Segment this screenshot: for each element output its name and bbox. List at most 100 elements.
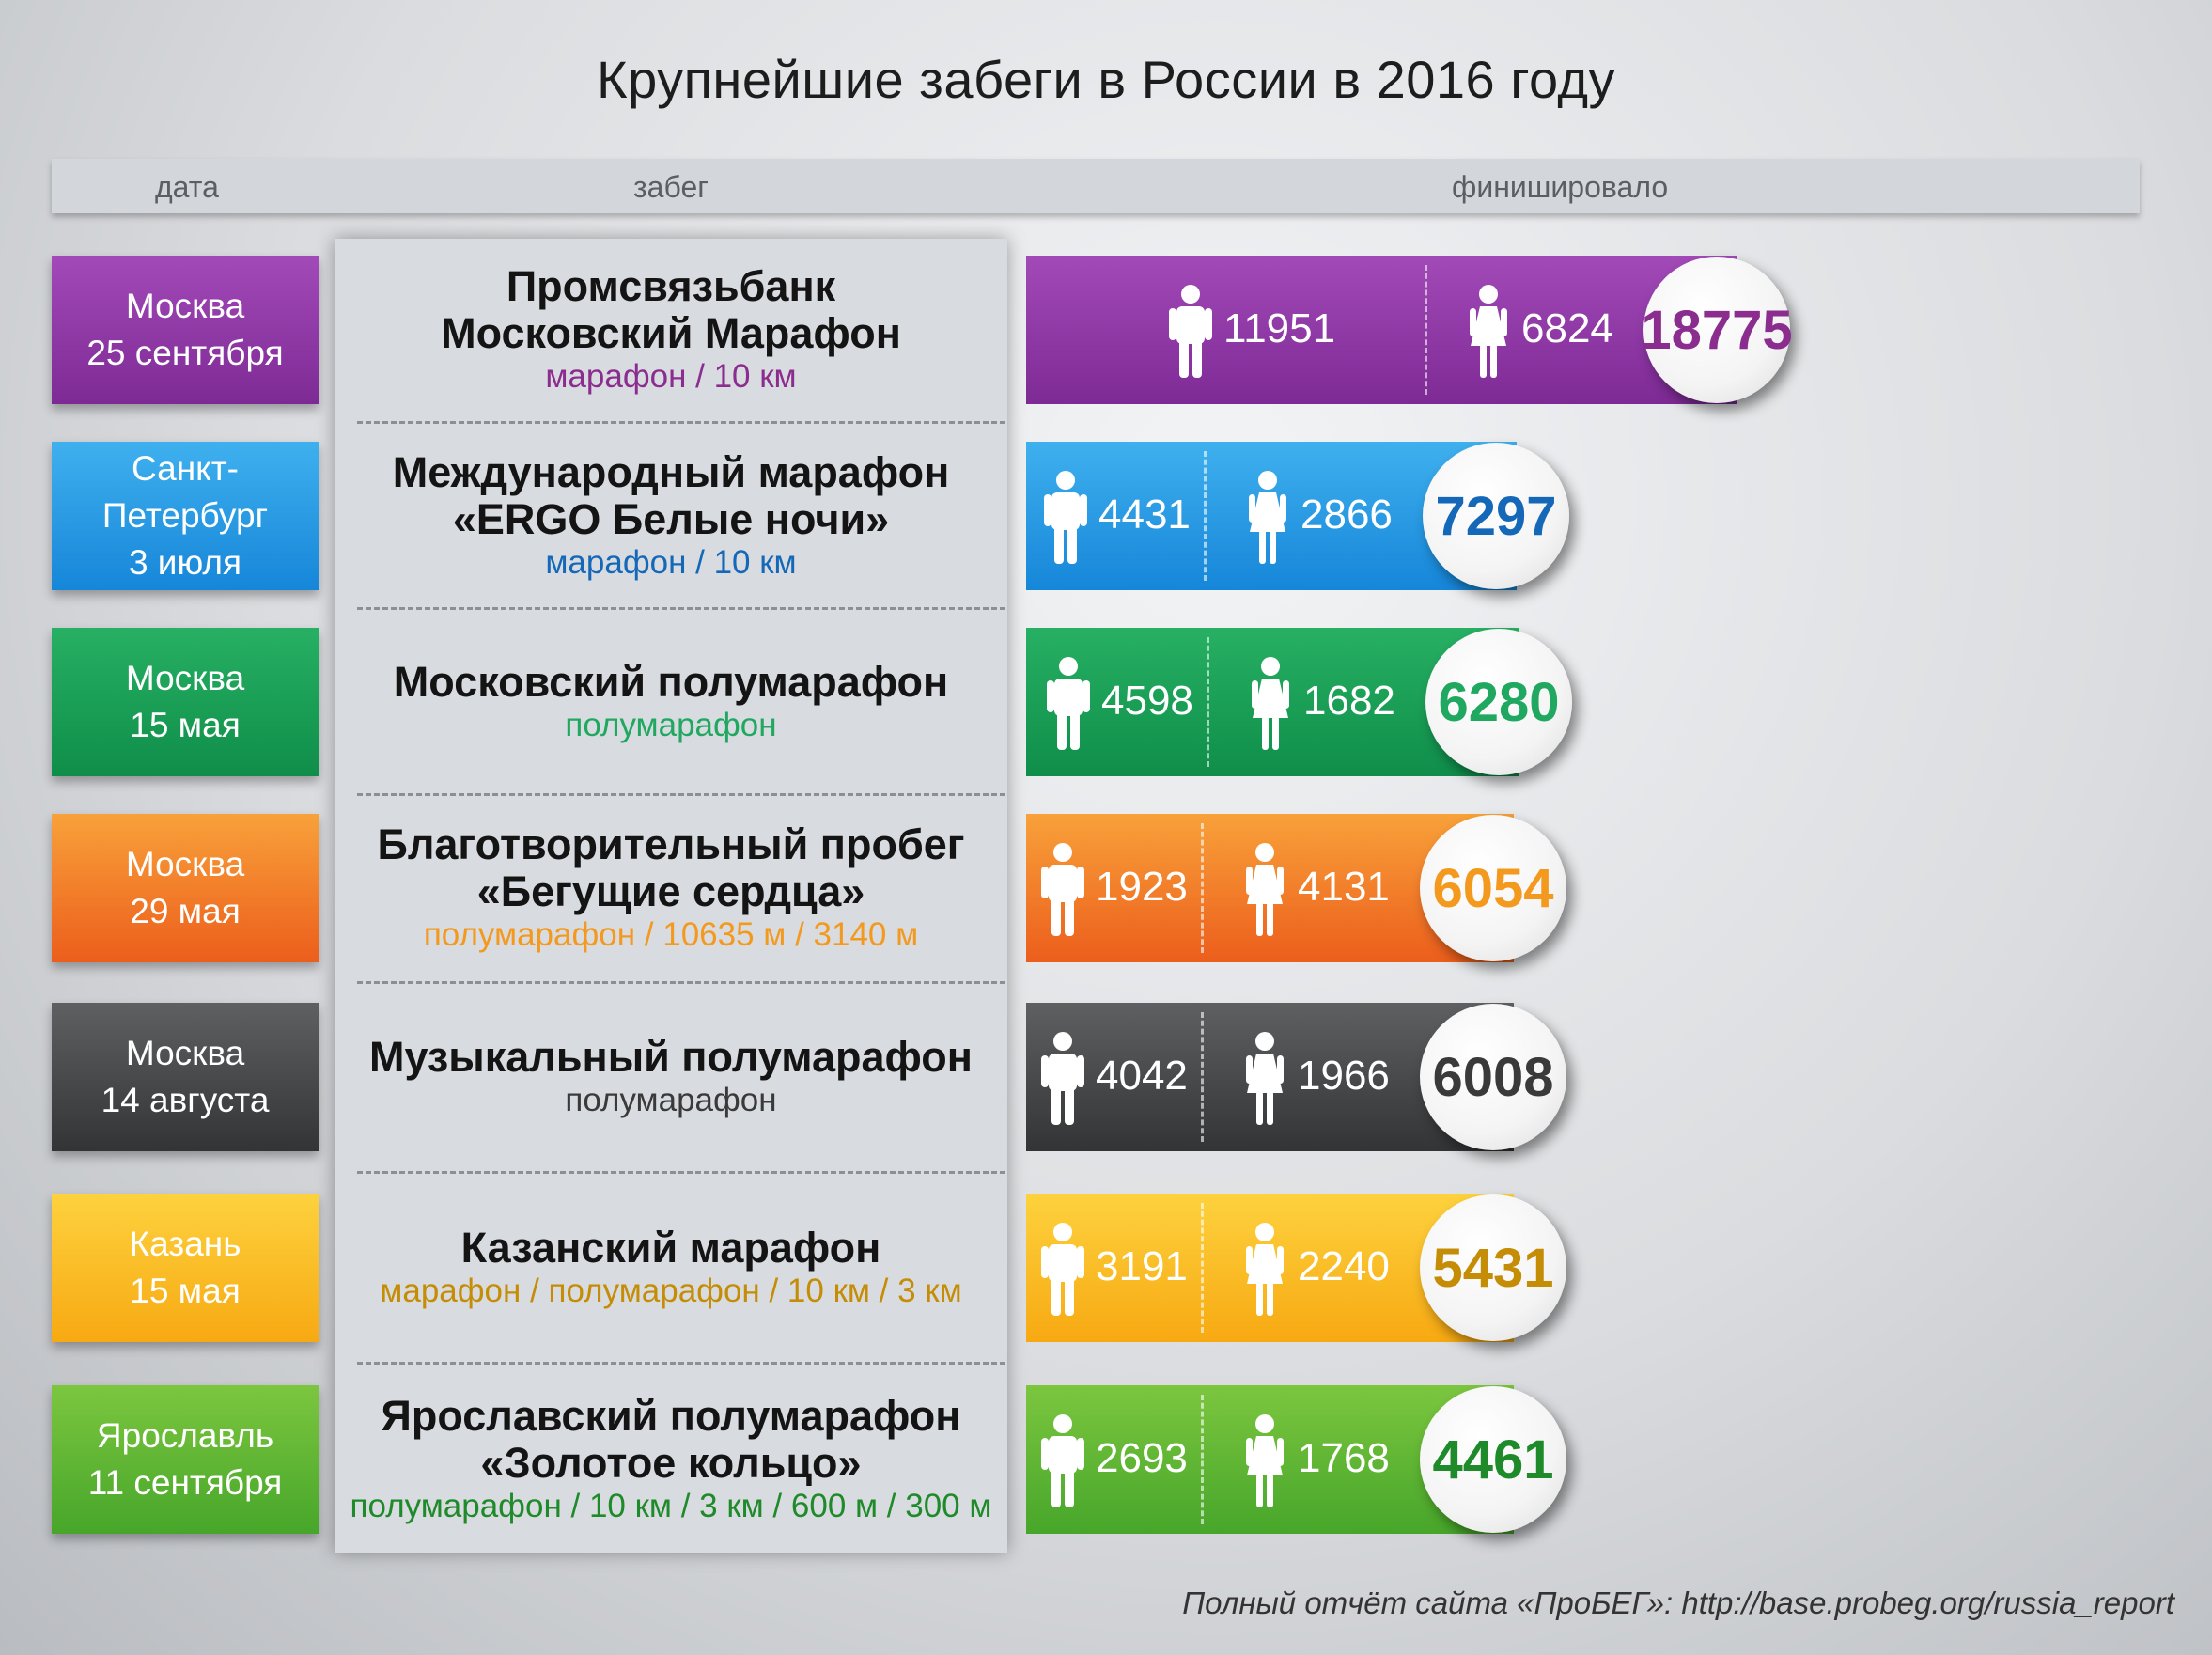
total-finishers-badge: 6008: [1420, 1004, 1566, 1150]
male-person-icon: [1047, 656, 1090, 755]
bar-segment-women: [1201, 1003, 1226, 1151]
race-city: Казань: [129, 1225, 241, 1263]
race-name-block: Международный марафон «ERGO Белые ночи» ма…: [335, 432, 1007, 600]
race-distances: марафон / 10 км: [545, 544, 797, 581]
race-distances: полумарафон / 10635 м / 3140 м: [423, 916, 919, 953]
women-count: 2240: [1298, 1243, 1390, 1289]
finishers-bar: 1923 4131 6054: [1026, 814, 1566, 962]
race-title-line: Ярославский полумарафон: [381, 1392, 961, 1440]
date-box: Санкт-Петербург 3 июля: [52, 442, 319, 590]
race-title-line: Московский полумарафон: [393, 658, 949, 706]
race-name-block: Казанский марафон марафон / полумарафон /…: [335, 1184, 1007, 1351]
date-box: Ярославль 11 сентября: [52, 1385, 319, 1534]
men-women-divider: [1201, 1203, 1204, 1333]
race-date: 25 сентября: [86, 334, 284, 372]
date-box: Москва 15 мая: [52, 628, 319, 776]
race-name-panel: [335, 239, 1007, 1553]
female-person-icon: [1467, 284, 1510, 383]
men-count: 4042: [1096, 1053, 1188, 1099]
female-person-icon: [1243, 842, 1286, 941]
men-women-divider: [1201, 1012, 1204, 1142]
race-name-block: Благотворительный пробег «Бегущие сердца»…: [335, 804, 1007, 972]
race-title-line: «ERGO Белые ночи»: [452, 495, 890, 543]
bar-segment-men: [1026, 256, 1737, 404]
row-separator: [357, 421, 1005, 424]
header-finished: финишировало: [1452, 170, 1669, 204]
race-date: 14 августа: [101, 1081, 270, 1119]
race-title-line: Международный марафон: [392, 448, 950, 496]
finishers-bar: 11951 6824 18775: [1026, 256, 1793, 404]
finishers-bar: 2693 1768 4461: [1026, 1385, 1566, 1534]
row-separator: [357, 981, 1005, 984]
finishers-bar: 4598 1682 6280: [1026, 628, 1572, 776]
female-person-icon: [1249, 656, 1292, 755]
male-person-icon: [1044, 470, 1087, 569]
women-count: 2866: [1301, 492, 1393, 538]
race-title-line: Благотворительный пробег: [377, 820, 965, 868]
date-box: Казань 15 мая: [52, 1194, 319, 1342]
men-women-divider: [1204, 451, 1207, 581]
race-city: Санкт-Петербург: [101, 449, 269, 535]
bar-segment-women: [1207, 628, 1236, 776]
race-name-block: Промсвязьбанк Московский Марафон марафон /…: [335, 246, 1007, 414]
race-city: Москва: [125, 1034, 245, 1072]
women-count: 4131: [1298, 864, 1390, 910]
race-city: Ярославль: [96, 1416, 274, 1455]
men-count: 4598: [1101, 678, 1193, 724]
race-date: 3 июля: [128, 543, 242, 582]
men-women-divider: [1201, 1395, 1204, 1524]
race-date: 29 мая: [130, 892, 241, 930]
men-women-divider: [1201, 823, 1204, 953]
men-count: 1923: [1096, 864, 1188, 910]
bar-segment-women: [1201, 814, 1228, 962]
race-title-line: Музыкальный полумарафон: [369, 1033, 973, 1081]
total-finishers-badge: 4461: [1420, 1386, 1566, 1533]
race-name-block: Московский полумарафон полумарафон: [335, 618, 1007, 786]
race-title-line: Казанский марафон: [460, 1224, 881, 1272]
male-person-icon: [1041, 1413, 1084, 1512]
race-title-line: «Золотое кольцо»: [480, 1439, 862, 1487]
race-city: Москва: [125, 845, 245, 883]
women-count: 6824: [1521, 305, 1613, 351]
race-distances: полумарафон: [565, 707, 777, 743]
date-box: Москва 29 мая: [52, 814, 319, 962]
finishers-bar: 4042 1966 6008: [1026, 1003, 1566, 1151]
race-title-line: Промсвязьбанк: [506, 262, 836, 310]
total-finishers-badge: 18775: [1641, 257, 1793, 403]
race-date: 15 мая: [130, 706, 241, 744]
total-finishers-badge: 6280: [1425, 629, 1572, 775]
men-count: 4431: [1098, 492, 1191, 538]
women-count: 1768: [1298, 1435, 1390, 1481]
race-distances: полумарафон / 10 км / 3 км / 600 м / 300…: [350, 1488, 992, 1524]
race-date: 15 мая: [130, 1272, 241, 1310]
female-person-icon: [1243, 1031, 1286, 1130]
race-distances: марафон / 10 км: [545, 358, 797, 395]
female-person-icon: [1243, 1222, 1286, 1320]
row-separator: [357, 1362, 1005, 1365]
race-title-line: Московский Марафон: [441, 309, 901, 357]
race-name-block: Музыкальный полумарафон полумарафон: [335, 993, 1007, 1161]
finishers-bar: 3191 2240 5431: [1026, 1194, 1566, 1342]
race-name-block: Ярославский полумарафон «Золотое кольцо» п…: [335, 1376, 1007, 1543]
race-distances: марафон / полумарафон / 10 км / 3 км: [380, 1272, 962, 1309]
date-box: Москва 25 сентября: [52, 256, 319, 404]
male-person-icon: [1041, 842, 1084, 941]
male-person-icon: [1169, 284, 1212, 383]
men-women-divider: [1425, 265, 1427, 395]
race-distances: полумарафон: [565, 1082, 777, 1118]
row-separator: [357, 793, 1005, 796]
total-finishers-badge: 5431: [1420, 1194, 1566, 1341]
female-person-icon: [1243, 1413, 1286, 1512]
men-count: 3191: [1096, 1243, 1188, 1289]
finishers-bar: 4431 2866 7297: [1026, 442, 1569, 590]
total-finishers-badge: 7297: [1423, 443, 1569, 589]
date-box: Москва 14 августа: [52, 1003, 319, 1151]
footer-source: Полный отчёт сайта «ПроБЕГ»: http://base…: [1182, 1585, 2174, 1620]
race-city: Москва: [125, 659, 245, 697]
row-separator: [357, 1171, 1005, 1174]
women-count: 1966: [1298, 1053, 1390, 1099]
row-separator: [357, 607, 1005, 610]
race-title-line: «Бегущие сердца»: [476, 867, 865, 915]
column-header-bar: дата забег финишировало: [52, 159, 2140, 213]
